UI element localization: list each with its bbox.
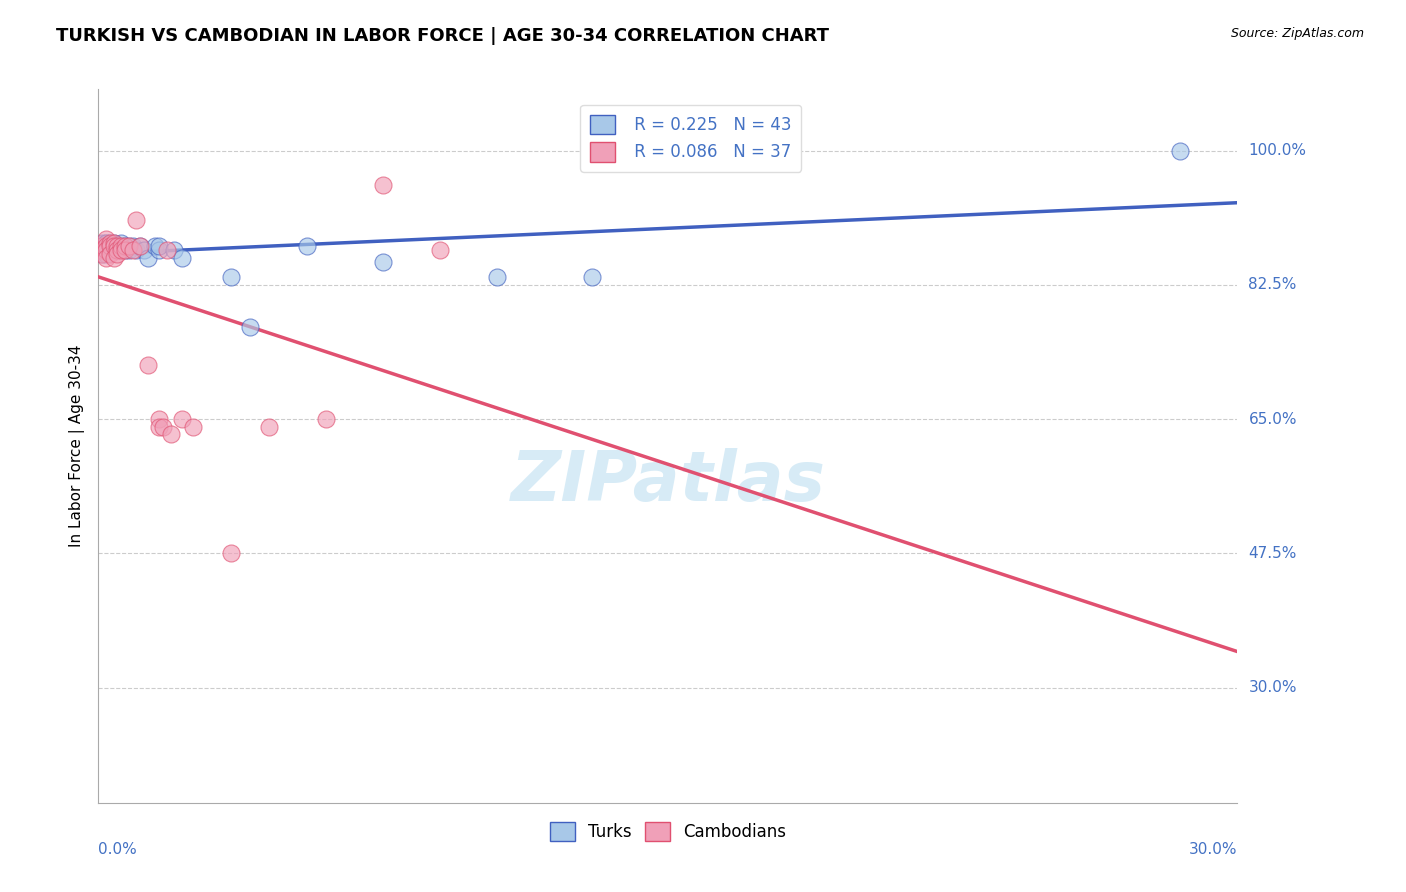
Point <box>107 244 129 258</box>
Point <box>103 244 125 258</box>
Point <box>91 239 114 253</box>
Point <box>486 270 509 285</box>
Text: 0.0%: 0.0% <box>98 842 138 856</box>
Point <box>114 239 136 253</box>
Point <box>94 251 117 265</box>
Text: TURKISH VS CAMBODIAN IN LABOR FORCE | AGE 30-34 CORRELATION CHART: TURKISH VS CAMBODIAN IN LABOR FORCE | AG… <box>56 27 830 45</box>
Point <box>239 320 262 334</box>
Point <box>103 239 125 253</box>
Point <box>94 239 117 253</box>
Point <box>107 239 129 253</box>
Point <box>114 239 136 253</box>
Point <box>94 244 117 258</box>
Point <box>148 419 170 434</box>
Text: 82.5%: 82.5% <box>1249 277 1296 293</box>
Point <box>121 244 143 258</box>
Point <box>136 359 159 373</box>
Point <box>118 239 141 253</box>
Point <box>91 239 114 253</box>
Point <box>98 239 121 253</box>
Point <box>1170 144 1192 158</box>
Point <box>91 239 114 253</box>
Point <box>118 244 141 258</box>
Point <box>94 235 117 250</box>
Point <box>148 244 170 258</box>
Text: 65.0%: 65.0% <box>1249 411 1296 426</box>
Text: Source: ZipAtlas.com: Source: ZipAtlas.com <box>1230 27 1364 40</box>
Point <box>110 235 132 250</box>
Point <box>170 412 193 426</box>
Point <box>107 244 129 258</box>
Point <box>91 244 114 258</box>
Point <box>91 235 114 250</box>
Point <box>132 244 155 258</box>
Point <box>259 419 281 434</box>
Point <box>129 239 152 253</box>
Point <box>136 251 159 265</box>
Point <box>94 247 117 261</box>
Point <box>110 239 132 253</box>
Point <box>183 419 205 434</box>
Point <box>103 235 125 250</box>
Point <box>94 235 117 250</box>
Point <box>145 239 167 253</box>
Point <box>129 239 152 253</box>
Point <box>581 270 603 285</box>
Point <box>159 427 181 442</box>
Point <box>103 251 125 265</box>
Point <box>118 239 141 253</box>
Point <box>371 255 394 269</box>
Point <box>98 239 121 253</box>
Point <box>429 244 451 258</box>
Point <box>163 244 186 258</box>
Point <box>103 239 125 253</box>
Point <box>110 244 132 258</box>
Text: ZIPatlas: ZIPatlas <box>510 448 825 516</box>
Point <box>371 178 394 193</box>
Point <box>91 247 114 261</box>
Text: 30.0%: 30.0% <box>1189 842 1237 856</box>
Point <box>91 247 114 261</box>
Point <box>221 270 243 285</box>
Y-axis label: In Labor Force | Age 30-34: In Labor Force | Age 30-34 <box>69 344 84 548</box>
Point <box>156 244 179 258</box>
Point <box>94 244 117 258</box>
Point <box>125 244 148 258</box>
Point <box>114 244 136 258</box>
Point <box>103 235 125 250</box>
Point <box>125 212 148 227</box>
Text: 47.5%: 47.5% <box>1249 546 1296 561</box>
Point <box>98 239 121 253</box>
Point <box>110 239 132 253</box>
Point <box>148 412 170 426</box>
Point <box>297 239 319 253</box>
Point <box>170 251 193 265</box>
Point <box>98 235 121 250</box>
Point <box>94 239 117 253</box>
Point <box>107 247 129 261</box>
Point <box>114 244 136 258</box>
Point <box>98 235 121 250</box>
Text: 30.0%: 30.0% <box>1249 681 1296 695</box>
Point <box>221 546 243 560</box>
Point <box>315 412 337 426</box>
Point <box>91 244 114 258</box>
Point <box>98 247 121 261</box>
Point <box>121 239 143 253</box>
Point <box>107 239 129 253</box>
Point <box>94 239 117 253</box>
Text: 100.0%: 100.0% <box>1249 143 1306 158</box>
Point <box>94 232 117 246</box>
Point <box>148 239 170 253</box>
Point <box>98 244 121 258</box>
Point <box>152 419 174 434</box>
Legend: Turks, Cambodians: Turks, Cambodians <box>543 815 793 848</box>
